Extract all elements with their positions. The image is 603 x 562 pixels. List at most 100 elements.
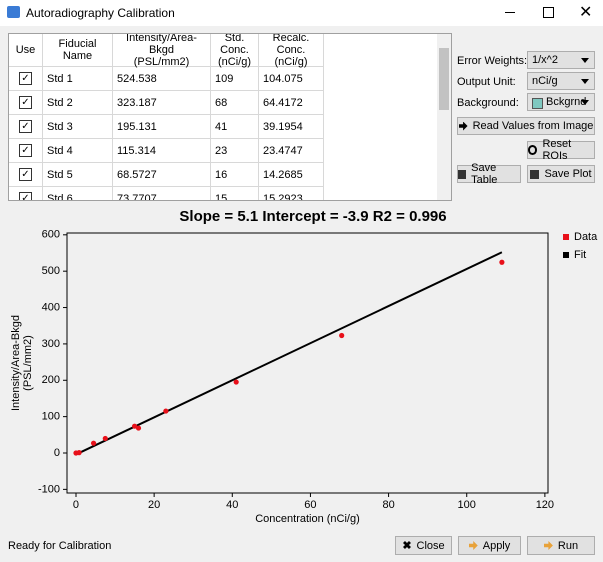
table-cell: Std 3 [43,115,113,139]
use-checkbox-cell: ✓ [9,139,43,163]
column-header: Std. Conc. (nCi/g) [211,34,259,68]
background-swatch [532,98,543,109]
use-checkbox-cell: ✓ [9,67,43,91]
x-tick-label: 40 [226,499,238,511]
run-button[interactable]: Run [527,536,595,555]
background-label: Background: [457,97,519,109]
close-button[interactable]: ✖ Close [395,536,452,555]
background-dropdown[interactable]: Bckgrnd [527,93,595,111]
table-cell: 41 [211,115,259,139]
x-tick-label: 120 [536,499,554,511]
x-tick-label: 60 [304,499,316,511]
table-cell: Std 5 [43,163,113,187]
use-checkbox[interactable]: ✓ [19,96,32,109]
save-plot-text: Save Plot [544,168,592,180]
column-header: Recalc. Conc. (nCi/g) [259,34,324,68]
legend-label: Fit [574,249,586,261]
legend-label: Data [574,231,598,243]
title-bar: Autoradiography Calibration ✕ [0,0,603,26]
table-cell: 23 [211,139,259,163]
table-cell: 39.1954 [259,115,324,139]
output-unit-label: Output Unit: [457,76,516,88]
table-cell: Std 6 [43,187,113,200]
window-title: Autoradiography Calibration [26,6,175,20]
close-text: Close [416,539,445,552]
y-tick-label: 100 [42,411,60,423]
use-checkbox[interactable]: ✓ [19,72,32,85]
data-point [131,423,138,429]
status-text: Ready for Calibration [8,540,112,552]
reset-rois-text: Reset ROIs [542,138,572,162]
table-cell: Std 4 [43,139,113,163]
table-cell: 68 [211,91,259,115]
legend-swatch [563,252,569,258]
app-icon [7,6,20,18]
use-checkbox[interactable]: ✓ [19,120,32,133]
close-window-button[interactable]: ✕ [579,4,593,21]
data-point [339,332,345,339]
fit-line [75,251,503,456]
column-header: Intensity/Area-Bkgd (PSL/mm2) [113,34,211,68]
table-cell: 14.2685 [259,163,324,187]
chart-title: Slope = 5.1 Intercept = -3.9 R2 = 0.996 [179,208,446,225]
x-tick-label: 20 [148,499,160,511]
table-cell: 115.314 [113,139,211,163]
y-tick-label: -100 [38,483,60,495]
y-tick-label: 200 [42,374,60,386]
y-axis-label: (PSL/mm2) [22,335,34,391]
run-text: Run [557,539,579,552]
scroll-thumb[interactable] [439,48,449,110]
table-cell: 16 [211,163,259,187]
read-values-text: Read Values from Image [472,120,594,132]
save-table-button[interactable]: Save Table [457,162,521,186]
table-cell: 104.075 [259,67,324,91]
use-checkbox-cell: ✓ [9,187,43,200]
y-tick-label: 0 [54,447,60,459]
y-tick-label: 400 [42,301,60,313]
column-header: Use [9,34,43,67]
apply-text: Apply [482,539,511,552]
data-point [163,408,169,414]
scrollbar[interactable] [437,34,451,200]
y-tick-label: 300 [42,338,60,350]
table-cell: 15 [211,187,259,200]
table-cell: 524.538 [113,67,211,91]
calibration-chart: Slope = 5.1 Intercept = -3.9 R2 = 0.996 … [10,208,598,525]
data-point [135,425,142,431]
table-cell: 109 [211,67,259,91]
apply-button[interactable]: Apply [458,536,521,555]
x-axis-label: Concentration (nCi/g) [255,513,360,525]
table-cell: 68.5727 [113,163,211,187]
maximize-button[interactable] [543,7,554,18]
legend-swatch [563,234,569,240]
x-tick-label: 80 [382,499,394,511]
table-cell: 23.4747 [259,139,324,163]
reset-rois-button[interactable]: Reset ROIs [527,138,595,162]
save-table-text: Save Table [471,162,498,186]
plot-area [66,232,549,494]
x-tick-label: 100 [458,499,476,511]
error-weights-dropdown[interactable]: 1/x^2 [527,51,595,69]
output-unit-dropdown[interactable]: nCi/g [527,72,595,90]
table-cell: 195.131 [113,115,211,139]
use-checkbox[interactable]: ✓ [19,192,32,200]
read-values-button[interactable]: Read Values from Image [457,117,595,135]
minimize-button[interactable] [505,12,515,13]
error-weights-label: Error Weights: [457,55,528,67]
y-tick-label: 500 [42,265,60,277]
table-cell: 323.187 [113,91,211,115]
use-checkbox[interactable]: ✓ [19,144,32,157]
data-point [233,379,239,385]
y-axis-label: Intensity/Area-Bkgd [10,315,22,411]
y-tick-label: 600 [42,229,60,241]
column-header: Fiducial Name [43,34,113,67]
data-point [73,450,79,456]
data-point [102,435,108,442]
table-cell: 64.4172 [259,91,324,115]
use-checkbox[interactable]: ✓ [19,168,32,181]
use-checkbox-cell: ✓ [9,91,43,115]
x-tick-label: 0 [73,499,79,511]
save-plot-button[interactable]: Save Plot [527,165,595,183]
data-point [499,259,505,265]
